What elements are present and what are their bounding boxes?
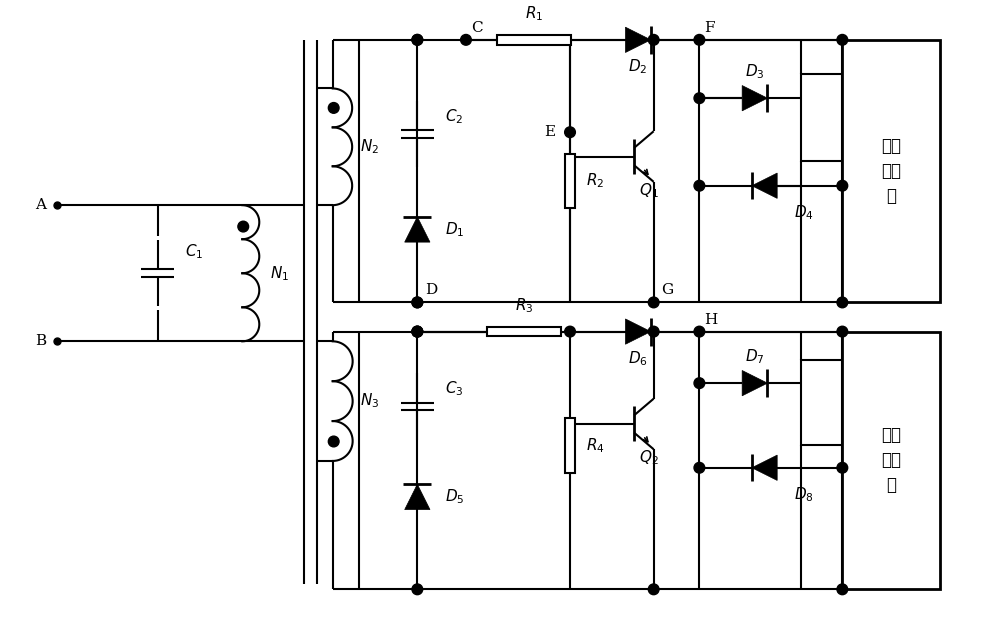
Text: E: E bbox=[544, 125, 555, 139]
Bar bbox=[842, 332, 940, 589]
Circle shape bbox=[694, 378, 705, 389]
Bar bbox=[497, 35, 571, 45]
Bar bbox=[842, 40, 940, 302]
Circle shape bbox=[694, 180, 705, 191]
Circle shape bbox=[412, 326, 423, 337]
Text: $C_1$: $C_1$ bbox=[185, 242, 203, 261]
Text: $C_2$: $C_2$ bbox=[445, 107, 463, 126]
Text: $Q_1$: $Q_1$ bbox=[639, 181, 659, 200]
Polygon shape bbox=[752, 173, 777, 198]
Bar bbox=[487, 327, 561, 336]
Bar bbox=[565, 418, 575, 473]
Text: C: C bbox=[471, 21, 482, 35]
Text: B: B bbox=[35, 334, 47, 348]
Bar bbox=[565, 153, 575, 208]
Circle shape bbox=[238, 221, 249, 232]
Text: $D_1$: $D_1$ bbox=[445, 220, 464, 239]
Circle shape bbox=[837, 35, 848, 45]
Bar bbox=[801, 74, 842, 162]
Text: $R_2$: $R_2$ bbox=[586, 172, 604, 190]
Polygon shape bbox=[742, 86, 767, 111]
Circle shape bbox=[837, 180, 848, 191]
Circle shape bbox=[694, 326, 705, 337]
Circle shape bbox=[412, 35, 423, 45]
Text: $N_3$: $N_3$ bbox=[360, 392, 379, 411]
Circle shape bbox=[648, 35, 659, 45]
Circle shape bbox=[837, 584, 848, 594]
Circle shape bbox=[648, 584, 659, 594]
Circle shape bbox=[412, 35, 423, 45]
Circle shape bbox=[461, 35, 471, 45]
Circle shape bbox=[565, 326, 575, 337]
Bar bbox=[801, 360, 842, 445]
Text: $D_4$: $D_4$ bbox=[794, 203, 814, 222]
Text: $D_8$: $D_8$ bbox=[794, 485, 813, 504]
Circle shape bbox=[565, 127, 575, 138]
Circle shape bbox=[412, 297, 423, 308]
Text: $N_2$: $N_2$ bbox=[360, 138, 379, 156]
Circle shape bbox=[412, 326, 423, 337]
Text: $D_3$: $D_3$ bbox=[745, 62, 765, 81]
Text: F: F bbox=[704, 21, 715, 35]
Circle shape bbox=[837, 326, 848, 337]
Text: $R_1$: $R_1$ bbox=[525, 4, 543, 23]
Text: $D_2$: $D_2$ bbox=[628, 57, 648, 76]
Circle shape bbox=[412, 326, 423, 337]
Polygon shape bbox=[625, 27, 651, 52]
Text: D: D bbox=[425, 283, 437, 297]
Polygon shape bbox=[742, 370, 767, 396]
Polygon shape bbox=[405, 484, 430, 510]
Text: $Q_2$: $Q_2$ bbox=[639, 449, 659, 468]
Text: $N_1$: $N_1$ bbox=[270, 264, 289, 283]
Circle shape bbox=[412, 297, 423, 308]
Text: $D_7$: $D_7$ bbox=[745, 347, 765, 365]
Circle shape bbox=[837, 463, 848, 473]
Text: G: G bbox=[661, 283, 674, 297]
Circle shape bbox=[694, 463, 705, 473]
Circle shape bbox=[328, 103, 339, 113]
Polygon shape bbox=[625, 319, 651, 345]
Text: $D_5$: $D_5$ bbox=[445, 488, 464, 506]
Circle shape bbox=[694, 93, 705, 103]
Circle shape bbox=[328, 436, 339, 447]
Circle shape bbox=[837, 297, 848, 308]
Circle shape bbox=[648, 326, 659, 337]
Text: 功率
开关
管: 功率 开关 管 bbox=[881, 427, 901, 495]
Text: $D_6$: $D_6$ bbox=[628, 349, 648, 368]
Text: A: A bbox=[35, 198, 46, 212]
Text: 功率
开关
管: 功率 开关 管 bbox=[881, 137, 901, 205]
Polygon shape bbox=[752, 455, 777, 480]
Polygon shape bbox=[405, 217, 430, 242]
Circle shape bbox=[412, 584, 423, 594]
Text: $R_4$: $R_4$ bbox=[586, 436, 604, 455]
Text: $R_3$: $R_3$ bbox=[515, 297, 534, 315]
Text: H: H bbox=[704, 313, 717, 327]
Text: $C_3$: $C_3$ bbox=[445, 380, 463, 398]
Circle shape bbox=[694, 35, 705, 45]
Circle shape bbox=[648, 297, 659, 308]
